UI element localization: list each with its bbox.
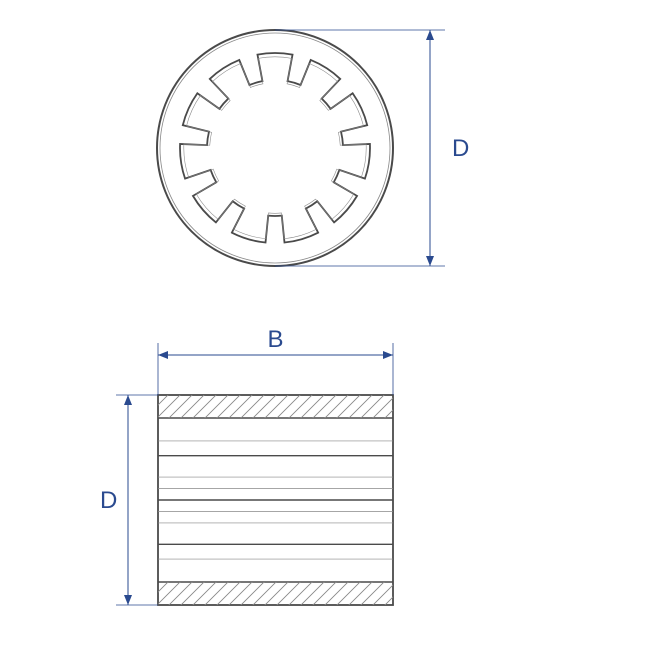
dim-d-top-label: D — [452, 135, 469, 162]
engineering-drawing: D B D — [0, 0, 670, 670]
dim-d-side-label: D — [100, 487, 117, 514]
spline-profile — [180, 53, 370, 243]
dim-b-label: B — [268, 326, 284, 353]
outer-circle — [157, 30, 393, 266]
